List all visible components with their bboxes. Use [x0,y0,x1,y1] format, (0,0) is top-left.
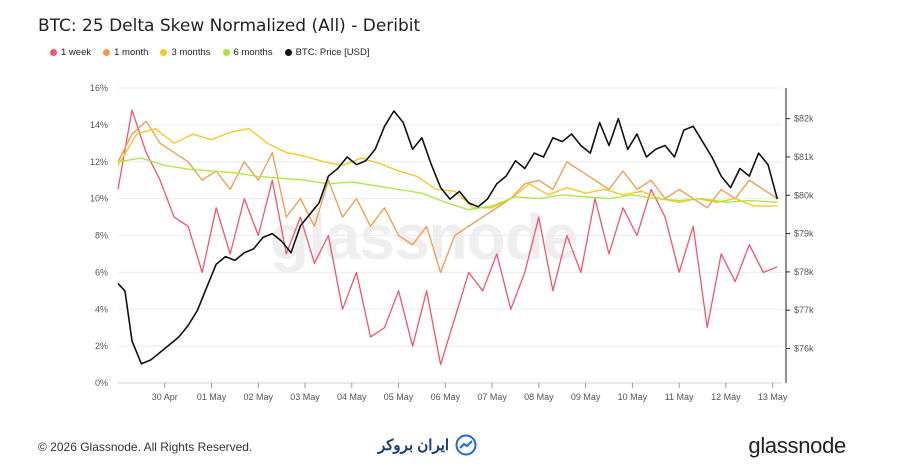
x-tick-label: 12 May [711,392,741,402]
x-tick-label: 02 May [244,392,274,402]
series-line-0 [117,109,778,366]
x-tick-label: 04 May [337,392,367,402]
y-right-tick-label: $79k [794,229,814,239]
series-line-3 [117,157,778,211]
trend-icon [455,434,477,456]
y-right-tick-label: $82k [794,114,814,124]
legend-swatch [222,49,230,56]
legend-swatch [50,49,57,56]
legend-swatch [284,49,292,56]
legend-label: 1 month [114,47,149,58]
legend-item-price[interactable]: BTC: Price [USD] [284,47,370,58]
x-tick-label: 03 May [290,392,320,402]
chart-legend: 1 week 1 month 3 months 6 months BTC: Pr… [50,47,370,58]
x-tick-label: 07 May [477,392,507,402]
brand-name-fa: ایران بروکر [378,437,450,454]
y-left-tick-label: 12% [90,157,108,167]
y-left-tick-label: 0% [95,378,108,388]
chart-svg: 0% 2% 4% 6% 8% 10% 12% 14% 16% $76k $77k $78k $79k $8… [90,83,814,402]
y-right-tick-label: $78k [794,267,814,277]
y-left-tick-label: 6% [95,267,108,277]
x-tick-label: 30 Apr [152,392,178,402]
x-tick-label: 01 May [197,392,227,402]
x-tick-label: 08 May [524,392,554,402]
copyright: © 2026 Glassnode. All Rights Reserved. [38,440,253,454]
y-left-tick-label: 4% [95,304,108,314]
legend-swatch [160,49,168,56]
legend-label: 6 months [233,47,273,58]
y-right-tick-label: $81k [794,152,814,162]
x-tick-label: 09 May [571,392,601,402]
glassnode-logo: glassnode [748,433,846,458]
legend-label: 1 week [61,47,92,58]
legend-swatch [103,49,111,56]
y-right-tick-label: $76k [794,344,814,354]
x-tick-label: 13 May [758,392,788,402]
y-right-tick-label: $80k [794,190,814,200]
y-left-tick-label: 16% [90,83,108,93]
y-left-tick-label: 8% [95,231,108,241]
legend-label: BTC: Price [USD] [295,47,370,58]
x-tick-label: 11 May [665,392,694,402]
y-left-tick-label: 10% [90,194,108,204]
legend-item-1m[interactable]: 1 month [103,47,148,58]
y-right-tick-label: $77k [794,305,814,315]
legend-item-3m[interactable]: 3 months [160,47,211,58]
series-line-4 [117,110,779,365]
x-tick-label: 05 May [384,392,414,402]
series-line-1 [117,120,778,274]
y-left-tick-label: 2% [95,341,108,351]
legend-label: 3 months [171,47,211,58]
x-tick-label: 10 May [618,392,648,402]
legend-item-6m[interactable]: 6 months [222,47,273,58]
chart-title: BTC: 25 Delta Skew Normalized (All) - De… [38,16,421,36]
x-tick-label: 06 May [431,392,461,402]
legend-item-1w[interactable]: 1 week [50,47,91,58]
brand: ایران بروکر [378,434,477,456]
y-left-tick-label: 14% [90,120,108,130]
